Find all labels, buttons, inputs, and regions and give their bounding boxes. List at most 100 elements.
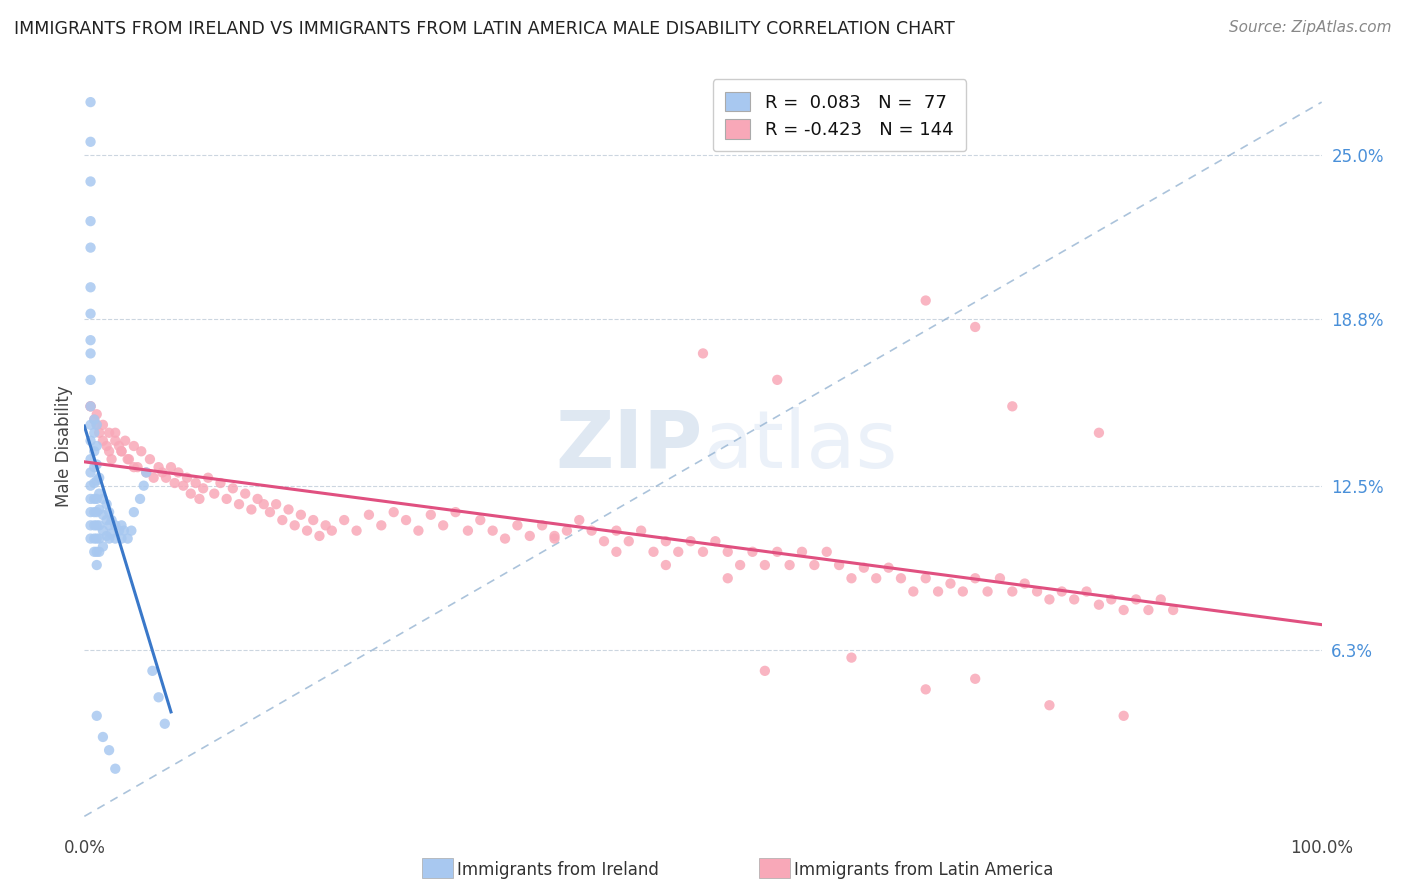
Point <box>91 434 114 448</box>
Point <box>346 524 368 538</box>
Point <box>110 444 132 458</box>
Point <box>679 534 702 549</box>
Point <box>240 502 263 516</box>
Point <box>148 690 170 705</box>
Point <box>890 571 912 585</box>
Point <box>89 425 111 440</box>
Point <box>79 417 101 432</box>
Text: atlas: atlas <box>703 407 897 485</box>
Point <box>370 518 392 533</box>
Point <box>914 682 936 697</box>
Point <box>150 466 173 480</box>
Point <box>555 524 578 538</box>
Point <box>965 320 987 334</box>
Point <box>79 373 101 387</box>
Point <box>79 214 101 228</box>
Point <box>284 518 307 533</box>
Point <box>444 505 467 519</box>
Point <box>914 571 936 585</box>
Point <box>104 762 127 776</box>
Point <box>1038 592 1060 607</box>
Point <box>108 524 131 538</box>
Point <box>215 491 238 506</box>
Point <box>79 518 101 533</box>
Point <box>117 532 139 546</box>
Point <box>86 708 108 723</box>
Point <box>89 518 111 533</box>
Point <box>1088 598 1111 612</box>
Point <box>914 293 936 308</box>
Point <box>617 534 640 549</box>
Point <box>766 373 789 387</box>
Point <box>191 481 214 495</box>
Point <box>852 560 875 574</box>
Point <box>79 346 101 360</box>
Point <box>141 664 163 678</box>
Point <box>692 545 714 559</box>
Point <box>83 412 105 426</box>
Point <box>828 558 851 572</box>
Point <box>717 545 740 559</box>
Point <box>86 407 108 421</box>
Point <box>655 558 678 572</box>
Point <box>432 518 454 533</box>
Point <box>132 478 155 492</box>
Point <box>79 466 101 480</box>
Point <box>264 497 287 511</box>
Point <box>1001 400 1024 414</box>
Point <box>98 518 121 533</box>
Point <box>184 476 207 491</box>
Point <box>129 444 152 458</box>
Point <box>202 486 225 500</box>
Point <box>89 502 111 516</box>
Point <box>79 241 101 255</box>
Point <box>155 471 177 485</box>
Point <box>110 444 132 458</box>
Point <box>79 333 101 347</box>
Point <box>160 460 183 475</box>
Point <box>79 434 101 448</box>
Point <box>98 505 121 519</box>
Point <box>333 513 356 527</box>
Point <box>98 532 121 546</box>
Point <box>197 471 219 485</box>
Point <box>86 545 108 559</box>
Y-axis label: Male Disability: Male Disability <box>55 385 73 507</box>
Point <box>1150 592 1173 607</box>
Point <box>408 524 430 538</box>
Point <box>86 532 108 546</box>
Point <box>1137 603 1160 617</box>
Legend: R =  0.083   N =  77, R = -0.423   N = 144: R = 0.083 N = 77, R = -0.423 N = 144 <box>713 79 966 152</box>
Point <box>803 558 825 572</box>
Point <box>1088 425 1111 440</box>
Point <box>91 508 114 522</box>
Point <box>89 532 111 546</box>
Point <box>1001 584 1024 599</box>
Point <box>86 417 108 432</box>
Point <box>228 497 250 511</box>
Point <box>79 280 101 294</box>
Point <box>91 524 114 538</box>
Text: ZIP: ZIP <box>555 407 703 485</box>
Point <box>135 466 157 480</box>
Point <box>666 545 689 559</box>
Point <box>79 95 101 109</box>
Point <box>692 346 714 360</box>
Point <box>83 425 105 440</box>
Point <box>1063 592 1085 607</box>
Text: Immigrants from Latin America: Immigrants from Latin America <box>794 861 1053 879</box>
Point <box>593 534 616 549</box>
Point <box>655 534 678 549</box>
Point <box>79 400 101 414</box>
Point <box>79 400 101 414</box>
Point <box>988 571 1011 585</box>
Point <box>79 307 101 321</box>
Point <box>86 491 108 506</box>
Point <box>180 486 202 500</box>
Point <box>277 502 299 516</box>
Point <box>114 434 136 448</box>
Point <box>1014 576 1036 591</box>
Point <box>86 474 108 488</box>
Point <box>766 545 789 559</box>
Point <box>382 505 405 519</box>
